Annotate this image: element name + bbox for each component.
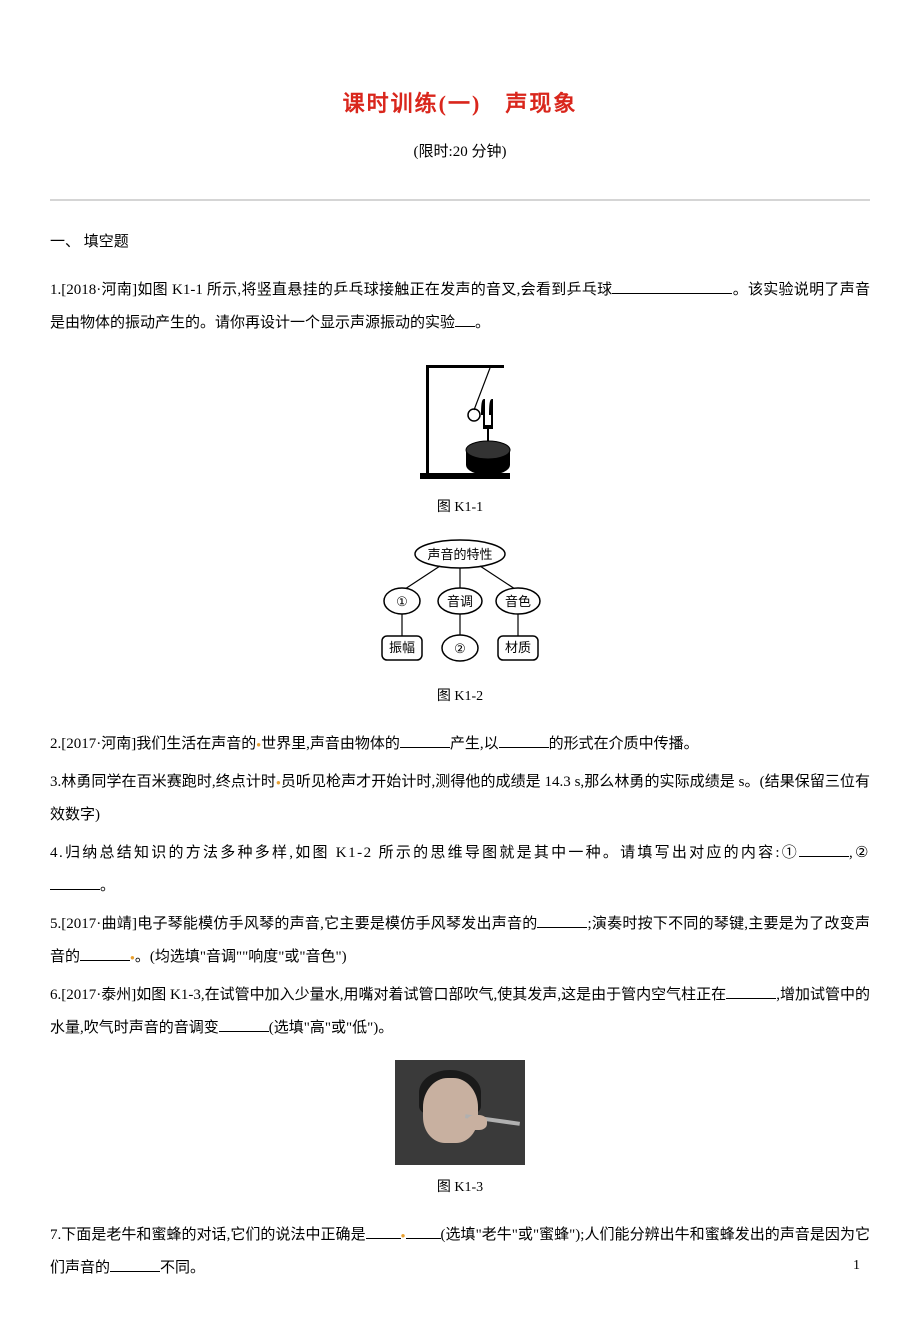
svg-text:①: ① — [396, 594, 408, 609]
question-7: 7.下面是老牛和蜜蜂的对话,它们的说法中正确是●(选填"老牛"或"蜜蜂");人们… — [50, 1219, 870, 1285]
question-1: 1.[2018·河南]如图 K1-1 所示,将竖直悬挂的乒乓球接触正在发声的音叉… — [50, 274, 870, 340]
q2-suffix: 的形式在介质中传播。 — [549, 736, 699, 752]
q5-prefix: 5.[2017·曲靖]电子琴能模仿手风琴的声音,它主要是模仿手风琴发出声音的 — [50, 916, 537, 932]
question-6: 6.[2017·泰州]如图 K1-3,在试管中加入少量水,用嘴对着试管口部吹气,… — [50, 979, 870, 1045]
figure-caption-2: 图 K1-2 — [50, 682, 870, 713]
blank — [110, 1254, 160, 1272]
blank — [366, 1221, 401, 1239]
subtitle: (限时:20 分钟) — [50, 136, 870, 169]
blank — [499, 730, 549, 748]
q2-mid1: 世界里,声音由物体的 — [261, 736, 400, 752]
blank — [726, 981, 776, 999]
q1-end: 。 — [475, 315, 490, 331]
blank — [537, 910, 587, 928]
page-title: 课时训练(一) 声现象 — [50, 80, 870, 128]
q6-suffix: (选填"高"或"低")。 — [269, 1020, 393, 1036]
question-2: 2.[2017·河南]我们生活在声音的●世界里,声音由物体的产生,以的形式在介质… — [50, 728, 870, 761]
q4-mid: ,② — [849, 845, 870, 861]
figure-k1-1: 图 K1-1 声音的特性 ① 音调 音色 振幅 ② 材质 图 K1-2 — [50, 355, 870, 713]
tuning-fork-diagram — [390, 355, 530, 485]
q2-prefix: 2.[2017·河南]我们生活在声音的 — [50, 736, 256, 752]
figure-k1-3: 图 K1-3 — [50, 1060, 870, 1204]
section-heading: 一、 填空题 — [50, 226, 870, 259]
photo-girl-tube — [395, 1060, 525, 1165]
blank — [612, 276, 732, 294]
svg-text:材质: 材质 — [505, 640, 531, 655]
q1-text-prefix: 1.[2018·河南]如图 K1-1 所示,将竖直悬挂的乒乓球接触正在发声的音叉… — [50, 282, 612, 298]
q5-suffix: 。(均选填"音调""响度"或"音色") — [135, 949, 347, 965]
svg-text:声音的特性: 声音的特性 — [427, 547, 492, 562]
q4-suffix: 。 — [100, 878, 117, 894]
figure-caption-1: 图 K1-1 — [50, 493, 870, 524]
blank — [400, 730, 450, 748]
page-number: 1 — [853, 1251, 860, 1282]
svg-text:音调: 音调 — [447, 594, 473, 609]
blank — [219, 1014, 269, 1032]
svg-text:音色: 音色 — [505, 594, 531, 609]
q2-mid2: 产生,以 — [450, 736, 499, 752]
q6-prefix: 6.[2017·泰州]如图 K1-3,在试管中加入少量水,用嘴对着试管口部吹气,… — [50, 987, 726, 1003]
divider — [50, 199, 870, 201]
blank — [799, 839, 849, 857]
figure-caption-3: 图 K1-3 — [50, 1173, 870, 1204]
q4-prefix: 4.归纳总结知识的方法多种多样,如图 K1-2 所示的思维导图就是其中一种。请填… — [50, 845, 799, 861]
question-5: 5.[2017·曲靖]电子琴能模仿手风琴的声音,它主要是模仿手风琴发出声音的;演… — [50, 908, 870, 974]
question-4: 4.归纳总结知识的方法多种多样,如图 K1-2 所示的思维导图就是其中一种。请填… — [50, 837, 870, 903]
blank — [50, 872, 100, 890]
q7-prefix: 7.下面是老牛和蜜蜂的对话,它们的说法中正确是 — [50, 1227, 366, 1243]
q3-prefix: 3.林勇同学在百米赛跑时,终点计时 — [50, 774, 276, 790]
svg-text:振幅: 振幅 — [389, 640, 415, 655]
question-3: 3.林勇同学在百米赛跑时,终点计时●员听见枪声才开始计时,测得他的成绩是 14.… — [50, 766, 870, 832]
blank — [455, 309, 475, 327]
q7-suffix: 不同。 — [160, 1260, 205, 1276]
svg-text:②: ② — [454, 641, 466, 656]
mind-map-diagram: 声音的特性 ① 音调 音色 振幅 ② 材质 — [360, 534, 560, 674]
blank — [80, 943, 130, 961]
blank — [406, 1221, 441, 1239]
q3-mid: 员听见枪声才开始计时,测得他的成绩是 14.3 s,那么林勇的实际成绩是 — [281, 774, 735, 790]
